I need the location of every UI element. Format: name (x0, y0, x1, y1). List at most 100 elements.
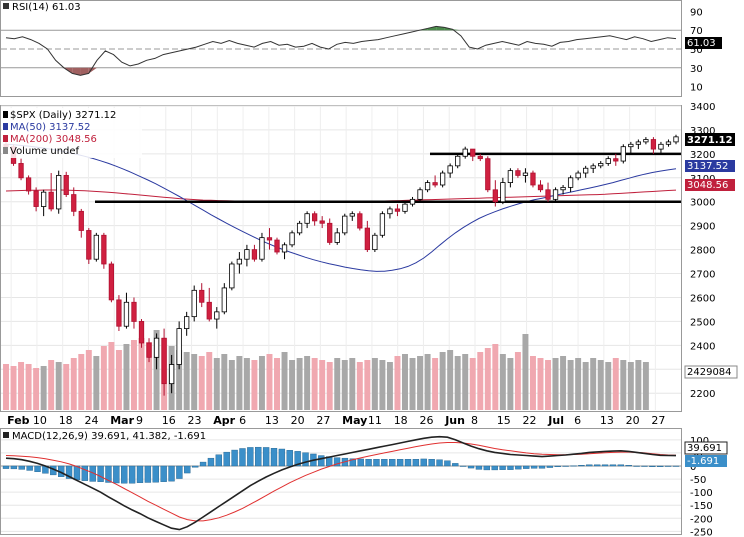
candle-body (635, 141, 641, 145)
macd-histogram-bar (294, 451, 301, 467)
volume-bar (522, 334, 529, 410)
macd-histogram-bar (491, 465, 498, 471)
candle-body (334, 232, 340, 243)
volume-bar (18, 362, 25, 410)
volume-bar (409, 358, 416, 410)
rsi-last-value-badge: 61.03 (685, 37, 722, 49)
ma50-legend: MA(50) 3137.52 (10, 122, 91, 133)
volume-bar (243, 358, 250, 410)
macd-histogram-bar (609, 464, 617, 467)
volume-legend-swatch (3, 147, 8, 154)
macd-histogram-bar (105, 465, 112, 483)
volume-bar (582, 362, 589, 410)
macd-histogram-bar (262, 447, 270, 467)
macd-histogram-bar (452, 463, 459, 467)
volume-bar (40, 366, 47, 410)
date-tick-label: 6 (239, 414, 246, 427)
candle-body (123, 301, 130, 327)
volume-bar (567, 360, 574, 410)
macd-histogram-bar (207, 457, 215, 467)
price-panel: 3400330032003100300029002800270026002500… (0, 102, 738, 534)
macd-histogram-bar (523, 465, 530, 469)
macd-histogram-bar (507, 465, 514, 470)
volume-bar (206, 352, 213, 410)
candle-body (394, 208, 401, 212)
macd-histogram-bar (333, 457, 341, 467)
candle-body (477, 155, 483, 160)
volume-bar (424, 354, 431, 410)
volume-bar (70, 358, 77, 410)
volume-bar (552, 358, 559, 410)
macd-histogram-bar (199, 461, 207, 467)
candle-body (191, 289, 197, 318)
candle-body (259, 237, 265, 260)
candle-body (244, 249, 250, 260)
ma50-last-badge: 3137.52 (685, 160, 735, 172)
price-tick-label: 3300 (690, 126, 715, 137)
macd-histogram-bar (381, 459, 388, 467)
macd-histogram-bar (538, 465, 546, 469)
macd-legend-swatch (3, 432, 9, 438)
macd-histogram-bar (530, 465, 538, 469)
candle-body (613, 158, 619, 162)
volume-bar (281, 352, 288, 410)
macd-histogram-bar (215, 454, 223, 467)
volume-bar (93, 356, 100, 410)
volume-bar (514, 352, 521, 410)
candle-body (402, 203, 408, 212)
volume-bar (371, 358, 378, 410)
volume-bar (402, 354, 408, 410)
macd-histogram-bar (191, 465, 199, 468)
volume-bar (560, 356, 567, 410)
candle-body (153, 337, 160, 358)
candle-body (48, 191, 54, 210)
rsi-tick-label: 70 (690, 26, 703, 37)
price-tick-label: 2600 (690, 293, 715, 304)
svg-text:39.691: 39.691 (687, 443, 722, 454)
macd-legend: MACD(12,26,9) 39.691, 41.382, -1.691 (3, 431, 206, 442)
ma200-last-badge: 3048.56 (685, 179, 735, 191)
macd-histogram-bar (499, 465, 506, 470)
candle-body (417, 189, 423, 200)
candle-body (138, 321, 145, 344)
macd-histogram-bar (247, 447, 254, 467)
volume-bar (304, 356, 311, 410)
volume-bar (394, 356, 401, 410)
macd-histogram-bar (160, 465, 167, 482)
volume-bar (213, 358, 220, 410)
macd-histogram-bar (26, 465, 33, 471)
candle-body (327, 222, 333, 243)
macd-histogram-bar (436, 459, 443, 467)
candle-body (93, 234, 99, 260)
macd-histogram-bar (278, 448, 286, 467)
volume-bar (25, 364, 32, 410)
macd-histogram-bar (641, 465, 648, 467)
candle-body (455, 155, 461, 167)
svg-text:3271.12: 3271.12 (687, 135, 733, 146)
macd-tick-label: -150 (690, 501, 713, 512)
date-tick-label: 11 (368, 414, 382, 427)
volume-bar (55, 362, 62, 410)
date-tick-label: 6 (574, 414, 581, 427)
date-tick-label: 16 (162, 414, 176, 427)
volume-bar (590, 358, 597, 410)
candle-body (101, 234, 107, 265)
candle-body (575, 172, 581, 179)
volume-bar (341, 360, 348, 410)
ma200-legend-swatch (3, 135, 8, 142)
candle-body (199, 289, 205, 303)
date-tick-label: 22 (523, 414, 537, 427)
macd-histogram-bar (302, 452, 309, 467)
candle-body (424, 182, 431, 191)
ma50-line (5, 143, 677, 272)
macd-histogram-bar (357, 458, 364, 467)
macd-histogram-bar (65, 465, 73, 479)
candle-body (673, 136, 679, 143)
volume-bars (3, 330, 649, 410)
macd-histogram-bar (73, 465, 81, 481)
candle-body (507, 170, 514, 183)
svg-text:3048.56: 3048.56 (687, 180, 728, 191)
volume-bar (620, 360, 627, 410)
volume-bar (597, 360, 604, 410)
volume-bar (183, 352, 190, 410)
